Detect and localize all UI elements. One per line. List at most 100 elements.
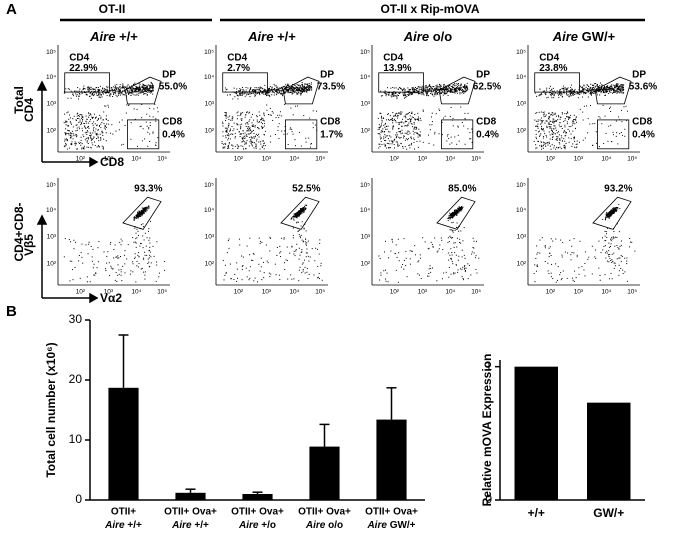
event-dot [126, 113, 127, 114]
event-dot [261, 258, 262, 259]
event-dot [387, 87, 388, 88]
event-dot [146, 210, 147, 211]
event-dot [437, 94, 438, 95]
event-dot [389, 135, 390, 136]
event-dot [574, 141, 575, 142]
event-dot [290, 127, 291, 128]
event-dot [138, 263, 139, 264]
event-dot [262, 118, 263, 119]
event-dot [406, 121, 407, 122]
event-dot [618, 116, 619, 117]
event-dot [457, 84, 458, 85]
event-dot [578, 93, 579, 94]
event-dot [301, 88, 302, 89]
event-dot [474, 241, 475, 242]
event-dot [463, 126, 464, 127]
event-dot [436, 113, 437, 114]
event-dot [616, 121, 617, 122]
event-dot [546, 126, 547, 127]
event-dot [257, 121, 258, 122]
event-dot [568, 119, 569, 120]
event-dot [134, 89, 135, 90]
event-dot [553, 147, 554, 148]
event-dot [568, 137, 569, 138]
event-dot [467, 263, 468, 264]
event-dot [250, 129, 251, 130]
event-dot [150, 256, 151, 257]
event-dot [466, 86, 467, 87]
event-dot [405, 121, 406, 122]
event-dot [426, 92, 427, 93]
event-dot [556, 116, 557, 117]
event-dot [151, 86, 152, 87]
event-dot [299, 230, 300, 231]
event-dot [455, 213, 456, 214]
event-dot [612, 132, 613, 133]
event-dot [135, 91, 136, 92]
event-dot [404, 94, 405, 95]
event-dot [141, 91, 142, 92]
event-dot [126, 93, 127, 94]
event-dot [311, 84, 312, 85]
event-dot [232, 116, 233, 117]
event-dot [554, 91, 555, 92]
event-dot [264, 134, 265, 135]
event-dot [84, 88, 85, 89]
event-dot [308, 87, 309, 88]
event-dot [444, 89, 445, 90]
event-dot [143, 259, 144, 260]
event-dot [147, 88, 148, 89]
event-dot [457, 222, 458, 223]
event-dot [421, 94, 422, 95]
event-dot [276, 85, 277, 86]
event-dot [299, 270, 300, 271]
event-dot [295, 88, 296, 89]
event-dot [555, 93, 556, 94]
event-dot [556, 120, 557, 121]
event-dot [559, 143, 560, 144]
event-dot [266, 93, 267, 94]
event-dot [95, 131, 96, 132]
event-dot [96, 87, 97, 88]
event-dot [67, 140, 68, 141]
event-dot [97, 120, 98, 121]
event-dot [294, 90, 295, 91]
event-dot [543, 91, 544, 92]
event-dot [467, 128, 468, 129]
event-dot [431, 242, 432, 243]
event-dot [392, 141, 393, 142]
event-dot [591, 93, 592, 94]
event-dot [138, 235, 139, 236]
event-dot [556, 136, 557, 137]
event-dot [69, 89, 70, 90]
event-dot [92, 94, 93, 95]
event-dot [71, 91, 72, 92]
event-dot [544, 133, 545, 134]
event-dot [143, 94, 144, 95]
event-dot [552, 93, 553, 94]
event-dot [574, 123, 575, 124]
event-dot [452, 92, 453, 93]
event-dot [305, 208, 306, 209]
event-dot [114, 90, 115, 91]
event-dot [76, 136, 77, 137]
event-dot [276, 94, 277, 95]
event-dot [302, 221, 303, 222]
event-dot [607, 91, 608, 92]
event-dot [559, 94, 560, 95]
event-dot [437, 86, 438, 87]
event-dot [293, 235, 294, 236]
event-dot [145, 233, 146, 234]
x-tick-label: 10⁵ [315, 289, 325, 296]
event-dot [65, 128, 66, 129]
gate-percent: 2.7% [227, 63, 250, 74]
event-dot [552, 121, 553, 122]
event-dot [253, 89, 254, 90]
event-dot [315, 125, 316, 126]
event-dot [381, 125, 382, 126]
event-dot [252, 260, 253, 261]
event-dot [73, 138, 74, 139]
event-dot [538, 131, 539, 132]
event-dot [152, 90, 153, 91]
